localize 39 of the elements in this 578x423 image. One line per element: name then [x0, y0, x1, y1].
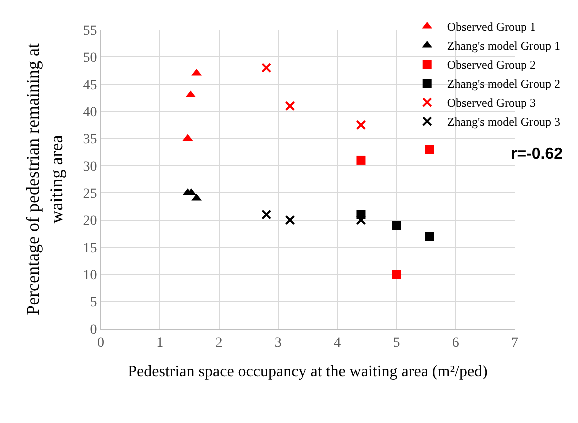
point [425, 145, 434, 154]
y-tick-label: 25 [83, 186, 98, 202]
x-axis-title: Pedestrian space occupancy at the waiting area (m²/ped) [128, 364, 488, 380]
y-tick-label: 0 [90, 322, 98, 338]
legend-label: Zhang's model Group 1 [447, 39, 561, 54]
y-tick-label: 15 [83, 241, 98, 256]
x-tick-label: 5 [393, 336, 400, 351]
point [392, 221, 402, 230]
annotation: r=-0.62 [511, 146, 564, 163]
legend-label: Zhang's model Group 3 [447, 115, 561, 130]
y-tick-label: 20 [83, 214, 98, 230]
point [425, 232, 434, 242]
x-tick-label: 3 [274, 336, 282, 351]
y-tick-label: 55 [83, 24, 98, 39]
y-tick-label: 35 [83, 132, 98, 148]
legend-label: Zhang's model Group 2 [447, 77, 561, 92]
point [262, 210, 272, 220]
y-axis-title: Percentage of pedestrian remaining at waiting area [23, 44, 66, 316]
legend-label: Observed Group 2 [447, 58, 536, 72]
x-tick-label: 1 [156, 336, 164, 351]
point [392, 270, 402, 280]
point [356, 120, 366, 130]
x-tick-label: 7 [512, 336, 518, 351]
point [285, 101, 296, 112]
point [262, 63, 272, 74]
y-tick-label: 45 [83, 78, 98, 94]
y-tick-label: 40 [83, 105, 98, 120]
x-tick-label: 2 [216, 336, 223, 351]
point [356, 215, 366, 226]
y-tick-label: 50 [83, 51, 98, 66]
y-tick-label: 30 [83, 160, 98, 175]
legend-label: Observed Group 1 [447, 20, 536, 34]
y-tick-label: 10 [83, 268, 98, 284]
y-tick-label: 5 [90, 296, 98, 311]
legend-label: Observed Group 3 [447, 96, 536, 110]
point [356, 156, 366, 165]
point [285, 215, 296, 226]
x-tick-label: 4 [334, 336, 342, 351]
x-tick-label: 6 [452, 336, 460, 351]
